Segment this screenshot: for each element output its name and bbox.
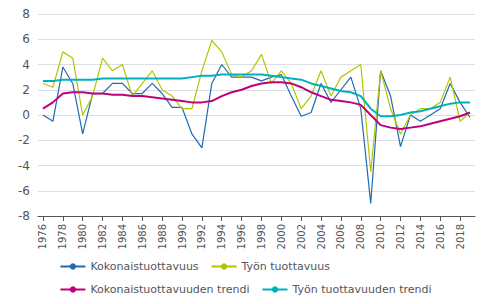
svg-text:Kokonaistuottavuuden trendi: Kokonaistuottavuuden trendi [90,283,249,296]
svg-text:-2: -2 [18,133,30,147]
svg-text:6: 6 [22,32,30,46]
svg-text:-8: -8 [18,209,30,223]
svg-text:-6: -6 [18,184,30,198]
svg-text:2012: 2012 [395,224,406,249]
svg-text:2010: 2010 [375,224,386,249]
svg-text:2016: 2016 [435,224,446,249]
svg-text:1994: 1994 [216,224,227,249]
svg-text:1982: 1982 [97,224,108,249]
svg-text:2004: 2004 [316,224,327,249]
svg-text:1986: 1986 [137,224,148,249]
svg-text:1990: 1990 [177,224,188,249]
svg-text:-4: -4 [18,159,30,173]
svg-text:1976: 1976 [37,224,48,249]
svg-text:1978: 1978 [57,224,68,249]
svg-text:4: 4 [22,58,30,72]
svg-text:2018: 2018 [455,224,466,249]
svg-text:2008: 2008 [355,224,366,249]
svg-text:2006: 2006 [335,224,346,249]
svg-text:2: 2 [22,83,30,97]
svg-text:1992: 1992 [196,224,207,249]
svg-text:Työn tuottavuus: Työn tuottavuus [241,260,331,273]
svg-text:2000: 2000 [276,224,287,249]
svg-text:Työn tuottavuuden trendi: Työn tuottavuuden trendi [291,283,431,296]
svg-text:Kokonaistuottavuus: Kokonaistuottavuus [90,260,198,273]
svg-text:8: 8 [22,7,30,21]
svg-text:2002: 2002 [296,224,307,249]
svg-text:1980: 1980 [77,224,88,249]
svg-text:1984: 1984 [117,224,128,249]
svg-text:1996: 1996 [236,224,247,249]
svg-text:2014: 2014 [415,224,426,249]
svg-text:0: 0 [22,108,30,122]
svg-text:1998: 1998 [256,224,267,249]
svg-text:1988: 1988 [157,224,168,249]
